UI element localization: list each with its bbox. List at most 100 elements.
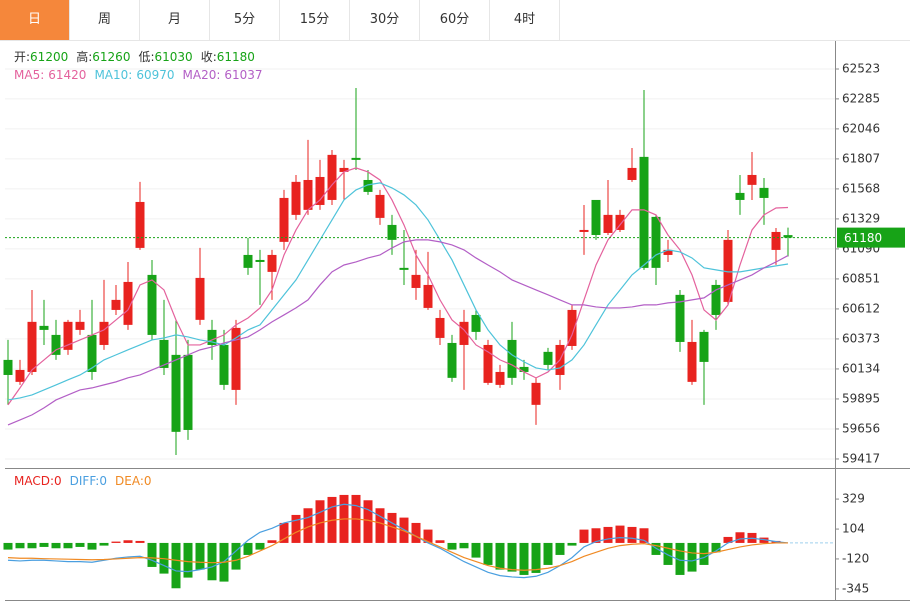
candle-body [147, 274, 157, 335]
macd-bar [675, 542, 685, 575]
candle-body [507, 339, 517, 378]
tab[interactable]: 5分 [210, 0, 280, 40]
tab-bar: 日周月 5分 15分 30分 60分 4时 [0, 0, 560, 40]
candle-body [711, 284, 721, 315]
macd-bar [615, 525, 625, 543]
candle-body [423, 284, 433, 308]
tab[interactable]: 15分 [280, 0, 350, 40]
candle-body [135, 201, 145, 248]
legend-value: 61037 [224, 68, 262, 82]
candle-body [339, 167, 349, 172]
line-series [7, 503, 789, 579]
candle-body [171, 354, 181, 432]
candle-body [759, 187, 769, 198]
y-tick-label: 59895 [842, 391, 880, 405]
y-tick-label: 329 [842, 492, 865, 506]
candle-body [519, 366, 529, 372]
ma-legend: MA5: 61420 MA10: 60970 MA20: 61037 [14, 68, 263, 82]
y-tick-label: 60612 [842, 301, 880, 315]
tab[interactable]: 月 [140, 0, 210, 40]
ohlc-label: 收: [201, 50, 217, 64]
ohlc-value: 61260 [92, 50, 130, 64]
tab[interactable]: 4时 [490, 0, 560, 40]
line-series [7, 167, 789, 406]
candle-body [303, 179, 313, 210]
y-tick-label: 62046 [842, 121, 880, 135]
candle-body [771, 231, 781, 250]
macd-bar [639, 528, 649, 543]
candle-body [531, 382, 541, 405]
candle-body [591, 199, 601, 235]
candle-body [567, 309, 577, 346]
y-tick-label: 62523 [842, 61, 880, 75]
candle-body [639, 156, 649, 268]
candle-body [291, 181, 301, 215]
candle-body [615, 214, 625, 230]
macd-bar [171, 542, 181, 589]
tab[interactable]: 日 [0, 0, 70, 40]
macd-bar [207, 542, 217, 581]
y-tick-label: 60851 [842, 271, 880, 285]
candle-body [363, 179, 373, 192]
candle-body [243, 254, 253, 268]
price-tag-label: 61180 [844, 231, 882, 245]
macd-bar [735, 532, 745, 543]
macd-bar [411, 522, 421, 543]
candle-body [123, 281, 133, 325]
candle-body [159, 339, 169, 368]
candle-body [447, 342, 457, 378]
macd-bar [603, 526, 613, 543]
macd-bar [387, 512, 397, 543]
macd-bar [99, 542, 109, 546]
macd-bar [27, 542, 37, 549]
candle-body [327, 154, 337, 200]
macd-bar [495, 542, 505, 570]
candle-body [51, 334, 61, 355]
macd-bar [75, 542, 85, 547]
macd-bar [711, 542, 721, 553]
macd-bar [483, 542, 493, 565]
candle-body [627, 167, 637, 180]
macd-bar [627, 526, 637, 543]
macd-bar [363, 500, 373, 543]
legend-label: MACD: [14, 474, 54, 488]
ohlc-label: 高: [76, 49, 92, 64]
candle-body [723, 239, 733, 302]
ohlc-value: 61180 [217, 50, 255, 64]
candle-body [483, 344, 493, 383]
tab[interactable]: 30分 [350, 0, 420, 40]
macd-bar [135, 540, 145, 543]
candle-body [651, 216, 661, 268]
legend-value: 0 [54, 474, 62, 488]
macd-bar [231, 542, 241, 570]
candle-body [399, 267, 409, 270]
y-tick-label: 62285 [842, 91, 880, 105]
candle-body [351, 157, 361, 160]
macd-bar [3, 542, 13, 550]
macd-bar [591, 528, 601, 543]
candle-body [675, 294, 685, 342]
macd-bar [255, 542, 265, 550]
macd-bar [687, 542, 697, 572]
legend-value: 0 [144, 474, 152, 488]
macd-bar [567, 542, 577, 546]
y-tick-label: 59656 [842, 421, 880, 435]
macd-bar [435, 540, 445, 543]
line-series [7, 182, 789, 401]
y-tick-label: 60134 [842, 361, 880, 375]
tab[interactable]: 周 [70, 0, 140, 40]
tab[interactable]: 60分 [420, 0, 490, 40]
candle-body [747, 174, 757, 185]
macd-bar [111, 541, 121, 543]
candle-body [195, 277, 205, 320]
legend-label: MA10: [94, 68, 132, 82]
macd-bar [759, 537, 769, 543]
candle-body [663, 249, 673, 255]
macd-bar [51, 542, 61, 549]
ohlc-label: 低: [138, 50, 154, 64]
macd-bar [579, 529, 589, 543]
legend-value: 60970 [136, 68, 174, 82]
candle-body [231, 327, 241, 390]
